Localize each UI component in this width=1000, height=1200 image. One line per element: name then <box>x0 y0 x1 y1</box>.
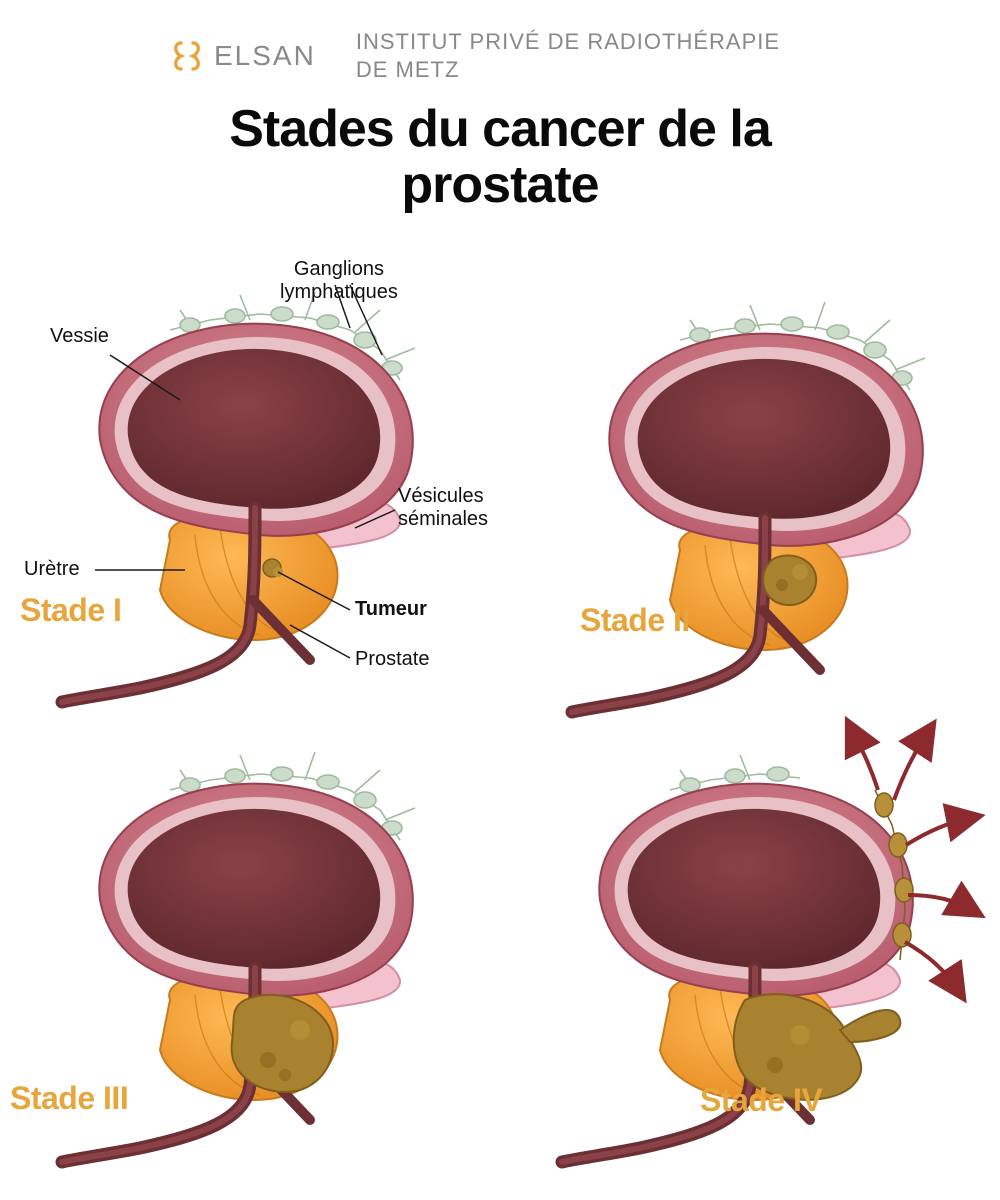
stage-1-label: Stade I <box>20 592 121 629</box>
tumor-stage-2 <box>763 555 816 605</box>
elsan-logo-icon <box>170 39 204 73</box>
label-uretre: Urètre <box>24 558 80 581</box>
stage-2-label: Stade II <box>580 602 690 639</box>
page-title: Stades du cancer de la prostate <box>0 101 1000 213</box>
stage-4-label: Stade IV <box>700 1082 822 1119</box>
title-line2: prostate <box>401 156 598 214</box>
anatomy-stage-2 <box>560 280 980 720</box>
institute-line2: DE METZ <box>356 56 780 84</box>
institute-name: INSTITUT PRIVÉ DE RADIOTHÉRAPIE DE METZ <box>356 28 780 83</box>
bladder-cavity <box>128 349 381 509</box>
panel-stage-4: Stade IV <box>500 730 1000 1190</box>
stages-grid: Vessie Ganglions lymphatiques Urètre Vés… <box>0 270 1000 1190</box>
header: ELSAN INSTITUT PRIVÉ DE RADIOTHÉRAPIE DE… <box>0 0 1000 83</box>
title-line1: Stades du cancer de la <box>229 100 771 158</box>
panel-stage-3: Stade III <box>0 730 500 1190</box>
logo-block: ELSAN <box>170 39 316 73</box>
label-ganglions: Ganglions lymphatiques <box>280 258 398 304</box>
stage-3-label: Stade III <box>10 1080 128 1117</box>
panel-stage-2: Stade II <box>500 270 1000 730</box>
institute-line1: INSTITUT PRIVÉ DE RADIOTHÉRAPIE <box>356 28 780 56</box>
logo-text: ELSAN <box>214 40 316 72</box>
label-prostate: Prostate <box>355 648 429 671</box>
label-tumeur: Tumeur <box>355 598 427 621</box>
label-vesicules: Vésicules séminales <box>398 485 488 531</box>
panel-stage-1: Vessie Ganglions lymphatiques Urètre Vés… <box>0 270 500 730</box>
label-vessie: Vessie <box>50 325 109 348</box>
